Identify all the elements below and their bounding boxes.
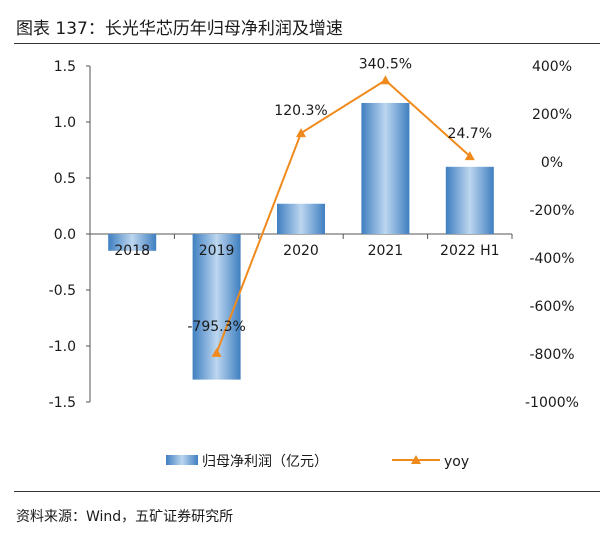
right-tick-label: 400% bbox=[532, 59, 572, 75]
right-tick-label: -600% bbox=[529, 299, 574, 315]
bar-2021 bbox=[361, 102, 410, 235]
right-tick-label: 200% bbox=[532, 107, 572, 123]
yoy-marker bbox=[296, 128, 306, 138]
yoy-data-label: 120.3% bbox=[274, 103, 327, 119]
legend-line-label: yoy bbox=[444, 454, 469, 470]
left-tick-label: -0.5 bbox=[49, 283, 76, 299]
bar-series bbox=[108, 102, 494, 380]
bar-2020 bbox=[277, 203, 325, 234]
left-tick-label: -1.5 bbox=[49, 395, 76, 411]
legend-bar-swatch bbox=[166, 455, 198, 465]
left-axis: 1.5 1.0 0.5 0.0 -0.5 -1.0 -1.5 bbox=[49, 59, 90, 411]
right-tick-label: -1000% bbox=[525, 395, 579, 411]
left-tick-label: -1.0 bbox=[49, 339, 76, 355]
right-tick-label: 0% bbox=[541, 155, 563, 171]
yoy-data-label: 24.7% bbox=[448, 126, 492, 142]
right-tick-label: -800% bbox=[529, 347, 574, 363]
legend: 归母净利润（亿元） yoy bbox=[166, 453, 469, 470]
category-label: 2020 bbox=[283, 243, 319, 259]
yoy-line-series: -795.3% 120.3% 340.5% 24.7% bbox=[187, 56, 492, 357]
right-axis: 400% 200% 0% -200% -400% -600% -800% -1000% bbox=[525, 59, 579, 411]
yoy-data-label: 340.5% bbox=[359, 56, 412, 72]
category-labels: 2018 2019 2020 2021 2022 H1 bbox=[114, 243, 499, 259]
title-divider bbox=[14, 43, 600, 44]
category-label: 2022 H1 bbox=[440, 243, 500, 259]
footer-divider bbox=[14, 491, 600, 492]
yoy-line bbox=[215, 79, 471, 354]
left-tick-label: 1.5 bbox=[54, 59, 76, 75]
yoy-data-label: -795.3% bbox=[187, 319, 245, 335]
yoy-marker bbox=[380, 75, 391, 85]
right-tick-label: -200% bbox=[529, 203, 574, 219]
category-label: 2021 bbox=[368, 243, 404, 259]
right-tick-label: -400% bbox=[529, 251, 574, 267]
yoy-marker bbox=[464, 151, 475, 161]
legend-bar-label: 归母净利润（亿元） bbox=[202, 453, 328, 470]
left-tick-label: 0.5 bbox=[54, 171, 76, 187]
left-tick-label: 0.0 bbox=[54, 227, 76, 243]
category-label: 2018 bbox=[114, 243, 150, 259]
category-label: 2019 bbox=[199, 243, 235, 259]
combo-chart: 1.5 1.0 0.5 0.0 -0.5 -1.0 -1.5 400% 200% 0% -200%… bbox=[49, 56, 579, 470]
bar-2022-h1 bbox=[445, 166, 494, 234]
legend-line-marker bbox=[411, 455, 421, 464]
source-note: 资料来源：Wind，五矿证券研究所 bbox=[16, 509, 234, 525]
left-tick-label: 1.0 bbox=[54, 115, 76, 131]
chart-title: 图表 137：长光华芯历年归母净利润及增速 bbox=[16, 19, 343, 39]
yoy-marker bbox=[211, 347, 222, 357]
bar-2018 bbox=[108, 234, 157, 251]
